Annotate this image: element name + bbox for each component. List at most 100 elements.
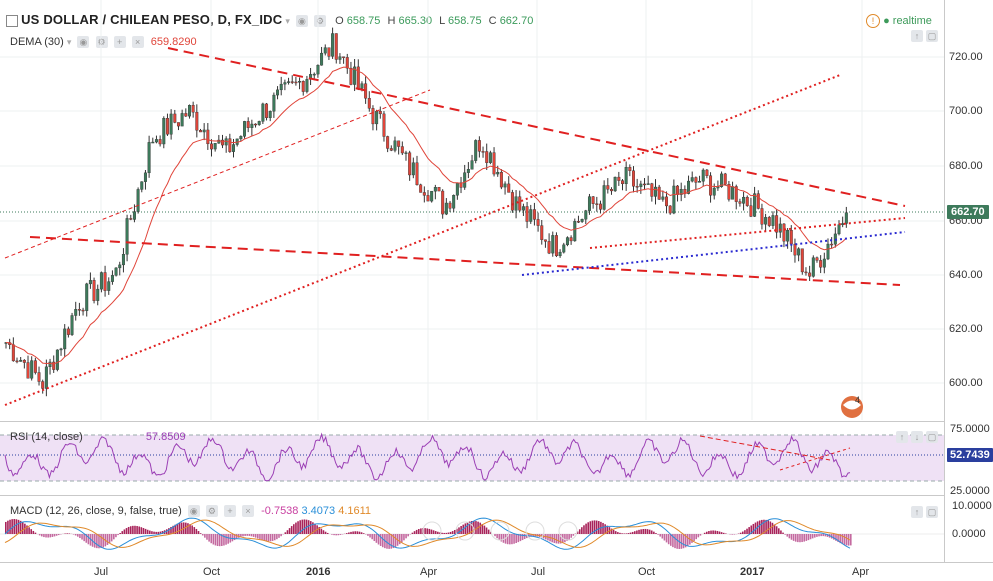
macd-histogram-bar xyxy=(426,528,429,534)
candle-body xyxy=(52,361,56,370)
macd-histogram-bar xyxy=(786,534,789,537)
macd-histogram-bar xyxy=(9,519,11,534)
settings-icon[interactable]: ⚙ xyxy=(205,505,218,518)
macd-histogram-bar xyxy=(102,534,105,548)
candle-body xyxy=(26,362,30,379)
time-tick: 2016 xyxy=(306,566,331,578)
macd-histogram-bar xyxy=(619,532,621,534)
pane-maximize-icon[interactable]: ▢ xyxy=(926,506,938,518)
rsi-chart[interactable] xyxy=(0,422,945,494)
trendline-long-dotted[interactable] xyxy=(4,74,841,406)
chart-menu-icon[interactable] xyxy=(6,15,18,28)
trendline-blue-dotted[interactable] xyxy=(521,231,906,276)
dema-label[interactable]: DEMA (30) xyxy=(10,36,64,48)
pane-down-icon[interactable]: ↓ xyxy=(911,431,923,443)
macd-histogram-bar xyxy=(714,530,717,534)
macd-histogram-bar xyxy=(244,534,246,536)
dema-dropdown-icon[interactable]: ▾ xyxy=(66,37,72,47)
pane-up-icon[interactable]: ↑ xyxy=(911,506,923,518)
settings-icon[interactable]: ⚙ xyxy=(95,36,108,49)
macd-histogram-bar xyxy=(68,533,71,534)
macd-histogram-bar xyxy=(405,534,407,539)
macd-histogram-bar xyxy=(96,534,98,549)
realtime-indicator[interactable]: ! ● realtime xyxy=(866,14,932,28)
eye-icon[interactable]: ◉ xyxy=(187,505,200,518)
candle-body xyxy=(334,33,338,60)
pane-controls-main[interactable]: ↑ ▢ xyxy=(908,30,938,42)
trendline-lower-dashed[interactable] xyxy=(29,236,901,286)
macd-histogram-bar xyxy=(132,525,134,534)
settings-icon[interactable]: ⚙ xyxy=(314,15,327,28)
macd-histogram-bar xyxy=(479,522,481,534)
close-icon[interactable]: × xyxy=(131,36,144,49)
macd-histogram-bar xyxy=(487,529,490,534)
price-axis[interactable]: 720.00 700.00 680.00 660.00 640.00 620.0… xyxy=(945,0,993,420)
macd-histogram-bar xyxy=(390,534,393,549)
candle-body xyxy=(492,152,496,175)
pane-maximize-icon[interactable]: ▢ xyxy=(926,30,938,42)
candle-body xyxy=(389,148,393,151)
macd-histogram-bar xyxy=(208,534,210,542)
rsi-trendline[interactable] xyxy=(699,435,831,461)
macd-histogram-bar xyxy=(750,525,753,534)
macd-chart[interactable] xyxy=(0,496,945,562)
trendline-left-thin[interactable] xyxy=(4,89,431,259)
macd-histogram-bar xyxy=(242,534,244,537)
pane-up-icon[interactable]: ↑ xyxy=(911,30,923,42)
candle-body xyxy=(378,110,382,115)
price-chart[interactable]: 4 xyxy=(0,0,945,420)
candle-body xyxy=(687,180,691,194)
rsi-current-tag: 52.7439 xyxy=(947,448,993,462)
macd-histogram-bar xyxy=(199,533,202,534)
candle-body xyxy=(496,172,500,175)
add-icon[interactable]: + xyxy=(113,36,126,49)
candle-body xyxy=(477,140,481,152)
macd-histogram-bar xyxy=(511,534,513,545)
trendline-red-dotted-short[interactable] xyxy=(589,217,906,249)
time-axis[interactable]: Jul Oct 2016 Apr Jul Oct 2017 Apr xyxy=(0,563,945,581)
events-badge-count: 4 xyxy=(855,395,860,405)
pane-separator-macd[interactable] xyxy=(0,495,945,496)
candle-body xyxy=(411,162,415,176)
eye-icon[interactable]: ◉ xyxy=(77,36,90,49)
eye-icon[interactable]: ◉ xyxy=(295,15,308,28)
title-dropdown-icon[interactable]: ▾ xyxy=(285,16,290,26)
price-tick: 700.00 xyxy=(949,105,983,117)
add-icon[interactable]: + xyxy=(223,505,236,518)
macd-histogram-bar xyxy=(178,523,181,534)
macd-histogram-bar xyxy=(331,534,333,535)
pane-controls-rsi[interactable]: ↑ ↓ ▢ xyxy=(893,431,938,443)
macd-label[interactable]: MACD (12, 26, close, 9, false, true) xyxy=(10,505,182,517)
trendline-upper-dashed[interactable] xyxy=(167,47,906,207)
macd-histogram-bar xyxy=(833,534,835,540)
macd-histogram-bar xyxy=(371,534,373,540)
rsi-trendline-2[interactable] xyxy=(779,447,851,471)
candle-body xyxy=(584,210,588,220)
macd-histogram-bar xyxy=(227,534,229,544)
candle-body xyxy=(261,103,265,122)
macd-histogram-bar xyxy=(708,531,710,534)
macd-histogram-bar xyxy=(74,534,77,536)
macd-histogram-bar xyxy=(591,520,594,534)
alert-icon[interactable]: ! xyxy=(866,14,880,28)
pane-maximize-icon[interactable]: ▢ xyxy=(926,431,938,443)
pane-up-icon[interactable]: ↑ xyxy=(896,431,908,443)
macd-histogram-bar xyxy=(733,534,736,535)
pane-controls-macd[interactable]: ↑ ▢ xyxy=(908,506,938,518)
macd-histogram-bar xyxy=(483,525,486,534)
macd-tick: 0.0000 xyxy=(952,528,986,540)
candle-body xyxy=(459,182,463,188)
macd-histogram-bar xyxy=(667,534,670,545)
macd-histogram-bar xyxy=(473,520,475,534)
pane-separator-rsi[interactable] xyxy=(0,421,945,422)
candle-body xyxy=(587,196,591,211)
macd-histogram-bar xyxy=(722,532,725,534)
candle-body xyxy=(595,203,599,205)
candle-body xyxy=(151,141,155,144)
macd-histogram-bar xyxy=(57,534,60,536)
rsi-label[interactable]: RSI (14, close) xyxy=(10,431,83,443)
close-icon[interactable]: × xyxy=(242,505,255,518)
symbol-title[interactable]: US DOLLAR / CHILEAN PESO, D, FX_IDC xyxy=(21,12,283,27)
events-badge[interactable]: 4 xyxy=(841,395,863,418)
candle-body xyxy=(48,361,52,368)
